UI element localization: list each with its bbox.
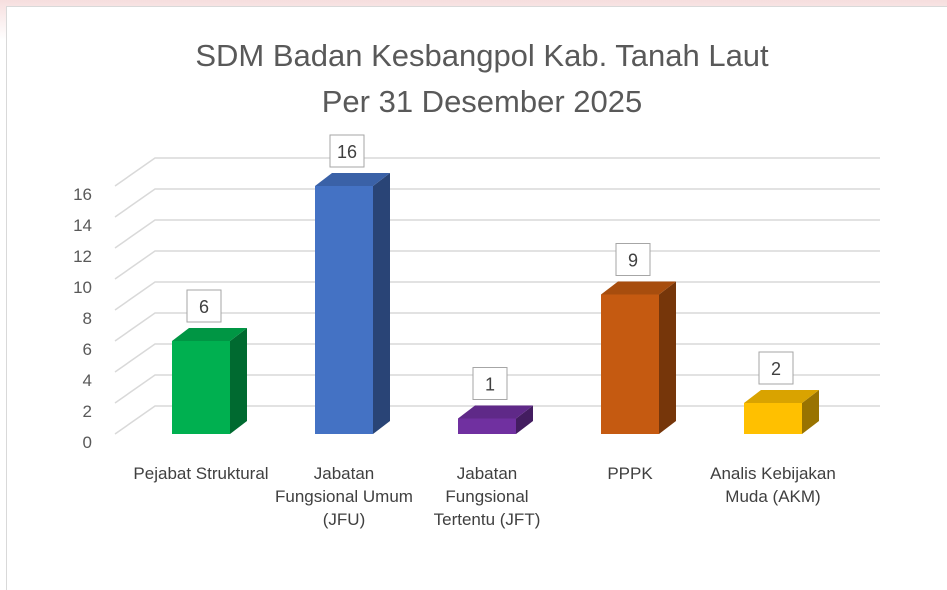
value-label: 1	[485, 375, 495, 395]
bar-top	[172, 328, 247, 341]
bar	[458, 418, 516, 434]
value-label: 9	[628, 251, 638, 271]
chart-area	[6, 6, 947, 590]
bar-side	[516, 405, 533, 434]
y-tick-label: 2	[83, 402, 92, 421]
y-tick-label: 4	[83, 371, 92, 390]
y-tick-label: 16	[73, 185, 92, 204]
bar	[315, 186, 373, 434]
x-tick-label: PPPK	[607, 464, 653, 483]
x-tick-label: Analis Kebijakan Muda (AKM)	[710, 464, 836, 506]
value-label-box	[472, 367, 508, 400]
bar	[744, 403, 802, 434]
bar	[601, 294, 659, 434]
grid-line	[114, 250, 880, 280]
x-tick-label: Jabatan Fungsional Tertentu (JFT)	[433, 464, 541, 529]
x-tick-label: Pejabat Struktural	[133, 464, 269, 483]
grid-line	[114, 219, 880, 249]
value-label: 6	[199, 297, 209, 317]
y-tick-label: 10	[73, 278, 92, 297]
value-label-box	[758, 351, 794, 385]
bar-top	[744, 390, 819, 403]
value-label-box	[186, 289, 222, 323]
value-label-box	[329, 134, 365, 168]
grid-line	[114, 281, 880, 311]
y-tick-label: 14	[73, 216, 92, 235]
value-label: 16	[337, 142, 357, 162]
bar-side	[230, 328, 247, 434]
chart-subtitle: Per 31 Desember 2025	[322, 84, 643, 119]
bar-top	[601, 281, 676, 295]
y-tick-label: 8	[83, 309, 92, 328]
y-tick-label: 0	[83, 433, 92, 452]
y-tick-label: 6	[83, 340, 92, 359]
bar-side	[373, 173, 390, 434]
bar	[172, 341, 230, 434]
chart-title: SDM Badan Kesbangpol Kab. Tanah Laut	[195, 38, 769, 73]
value-label: 2	[771, 359, 781, 379]
bar-top	[458, 405, 533, 419]
bar-side	[802, 390, 819, 434]
y-tick-label: 12	[73, 247, 92, 266]
grid-line	[114, 188, 880, 218]
value-label-box	[615, 243, 651, 276]
x-tick-label: Jabatan Fungsional Umum (JFU)	[275, 464, 413, 529]
grid-line	[114, 157, 880, 187]
bar-top	[315, 173, 390, 186]
bar-side	[659, 281, 676, 434]
